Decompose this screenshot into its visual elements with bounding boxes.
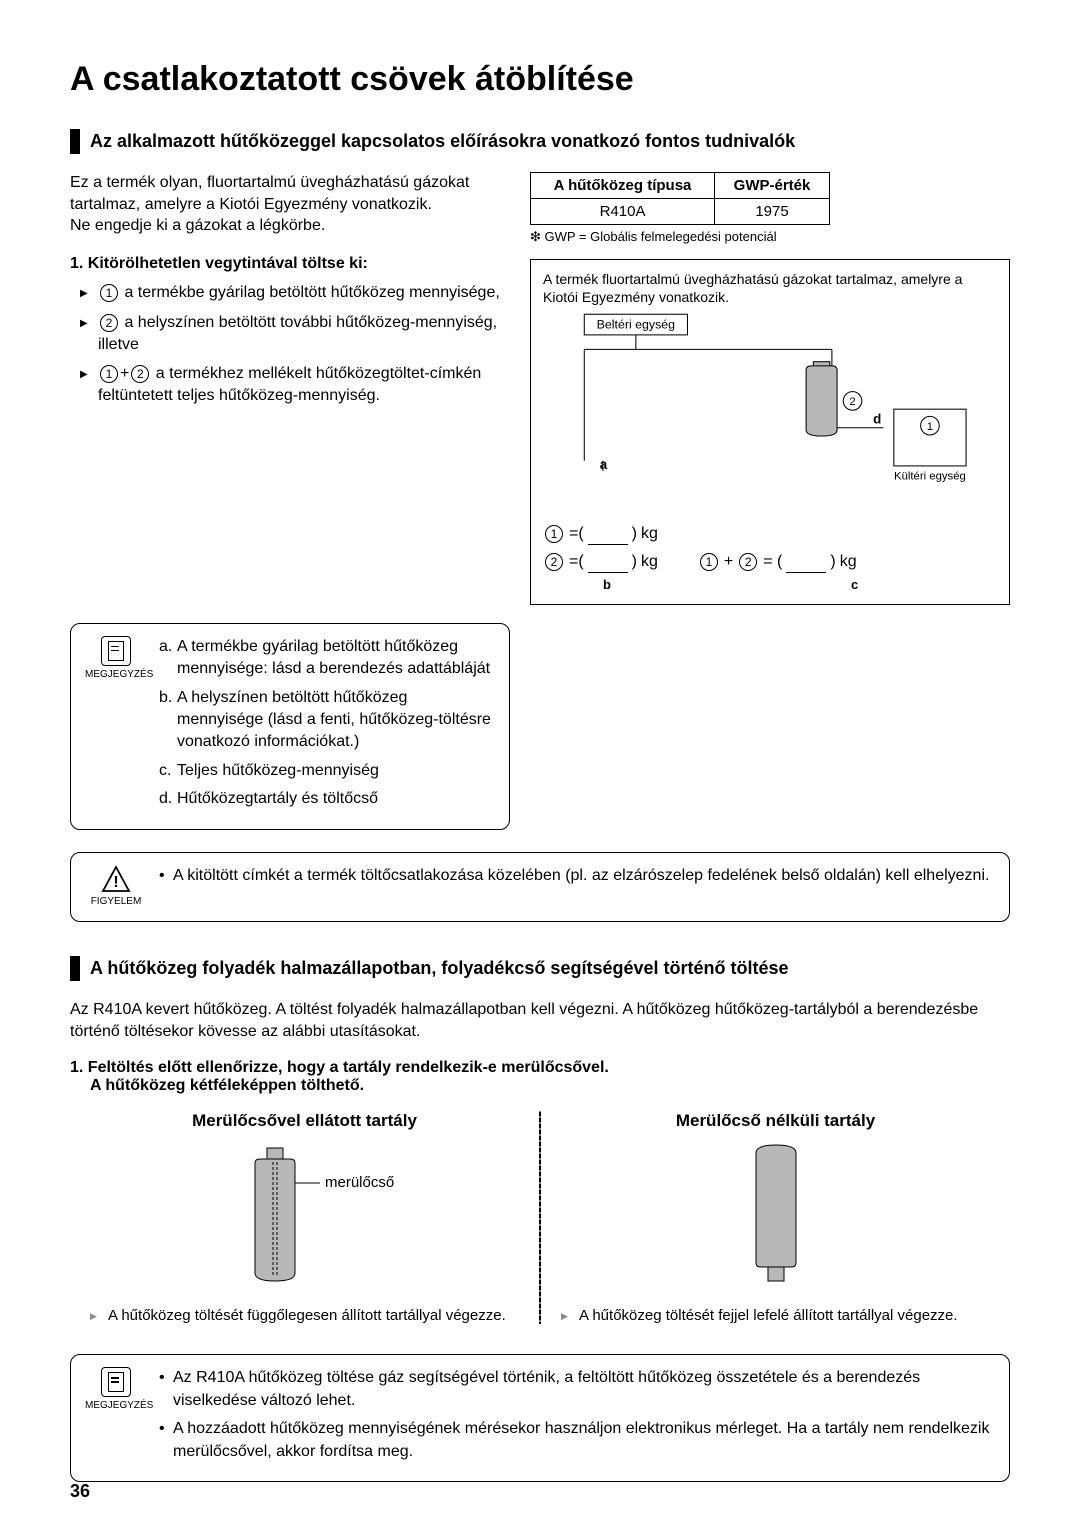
- svg-text:a: a: [600, 457, 608, 472]
- svg-text:Beltéri egység: Beltéri egység: [597, 318, 676, 332]
- section-1-title: Az alkalmazott hűtőközeggel kapcsolatos …: [90, 129, 795, 154]
- refrigerant-diagram-svg: Beltéri egység 2 d 1 Kültéri egység a: [543, 306, 997, 512]
- list1-item-3: 1+2 a termékhez mellékelt hűtőközegtölte…: [98, 363, 510, 406]
- tank1-text: A hűtőközeg töltését függőlegesen állíto…: [90, 1307, 519, 1324]
- note1-c: Teljes hűtőközeg-mennyiség: [159, 760, 495, 782]
- gwp-table: A hűtőközeg típusaGWP-érték R410A1975: [530, 172, 830, 225]
- note1-b: A helyszínen betöltött hűtőközeg mennyis…: [159, 687, 495, 754]
- svg-text:1: 1: [927, 421, 933, 433]
- tank2-text: A hűtőközeg töltését fejjel lefelé állít…: [561, 1307, 990, 1324]
- note2-bullet1: Az R410A hűtőközeg töltése gáz segítségé…: [159, 1367, 995, 1412]
- svg-text:Kültéri egység: Kültéri egység: [894, 471, 966, 483]
- refrigerant-diagram-box: A termék fluortartalmú üvegházhatású gáz…: [530, 259, 1010, 605]
- page-number: 36: [70, 1481, 90, 1502]
- table-header-1: A hűtőközeg típusa: [531, 173, 715, 199]
- tank1-svg: merülőcső: [205, 1143, 405, 1293]
- note1-a: A termékbe gyárilag betöltött hűtőközeg …: [159, 636, 495, 681]
- diagram-intro: A termék fluortartalmú üvegházhatású gáz…: [543, 270, 997, 306]
- section-bar: [70, 956, 80, 981]
- warning-text: A kitöltött címkét a termék töltőcsatlak…: [159, 865, 989, 887]
- note2-bullet2: A hozzáadott hűtőközeg mennyiségének mér…: [159, 1418, 995, 1463]
- section-bar: [70, 129, 80, 154]
- note1-d: Hűtőközegtartály és töltőcső: [159, 788, 495, 810]
- note-box-1: MEGJEGYZÉS A termékbe gyárilag betöltött…: [70, 623, 510, 830]
- warning-icon: !: [101, 865, 131, 893]
- note-icon: [101, 1367, 131, 1397]
- svg-text:d: d: [873, 412, 881, 427]
- svg-text:merülőcső: merülőcső: [325, 1174, 394, 1191]
- list2-header1: 1. Feltöltés előtt ellenőrizze, hogy a t…: [70, 1059, 1010, 1077]
- section-2-header: A hűtőközeg folyadék halmazállapotban, f…: [70, 956, 1010, 981]
- section-2-title: A hűtőközeg folyadék halmazállapotban, f…: [90, 956, 789, 981]
- list1-item-2: 2 a helyszínen betöltött további hűtőköz…: [98, 312, 510, 355]
- tank2-svg: [716, 1143, 836, 1293]
- tank2-title: Merülőcső nélküli tartály: [561, 1111, 990, 1131]
- table-cell: R410A: [531, 199, 715, 225]
- note-label: MEGJEGYZÉS: [85, 668, 147, 682]
- section-1-header: Az alkalmazott hűtőközeggel kapcsolatos …: [70, 129, 1010, 154]
- note-box-2: MEGJEGYZÉS Az R410A hűtőközeg töltése gá…: [70, 1354, 1010, 1482]
- list1-header: 1. Kitörölhetetlen vegytintával töltse k…: [70, 255, 368, 272]
- svg-text:!: !: [113, 874, 118, 891]
- tank-with-siphon: Merülőcsővel ellátott tartály merülőcső …: [70, 1111, 539, 1324]
- note-label: MEGJEGYZÉS: [85, 1399, 147, 1413]
- warning-label: FIGYELEM: [85, 895, 147, 909]
- note-icon: [101, 636, 131, 666]
- table-cell: 1975: [715, 199, 830, 225]
- section2-paragraph: Az R410A kevert hűtőközeg. A töltést fol…: [70, 999, 1010, 1044]
- warning-box: ! FIGYELEM A kitöltött címkét a termék t…: [70, 852, 1010, 922]
- tank1-title: Merülőcsővel ellátott tartály: [90, 1111, 519, 1131]
- page-title: A csatlakoztatott csövek átöblítése: [70, 60, 1010, 99]
- intro-paragraph: Ez a termék olyan, fluortartalmú üvegház…: [70, 172, 510, 237]
- svg-text:2: 2: [849, 396, 855, 408]
- table-header-2: GWP-érték: [715, 173, 830, 199]
- list2-header2: A hűtőközeg kétféleképpen tölthető.: [70, 1077, 1010, 1095]
- tank-without-siphon: Merülőcső nélküli tartály A hűtőközeg tö…: [541, 1111, 1010, 1324]
- list1-item-1: 1 a termékbe gyárilag betöltött hűtőköze…: [98, 282, 510, 304]
- gwp-footnote: ❇ GWP = Globális felmelegedési potenciál: [530, 229, 1010, 245]
